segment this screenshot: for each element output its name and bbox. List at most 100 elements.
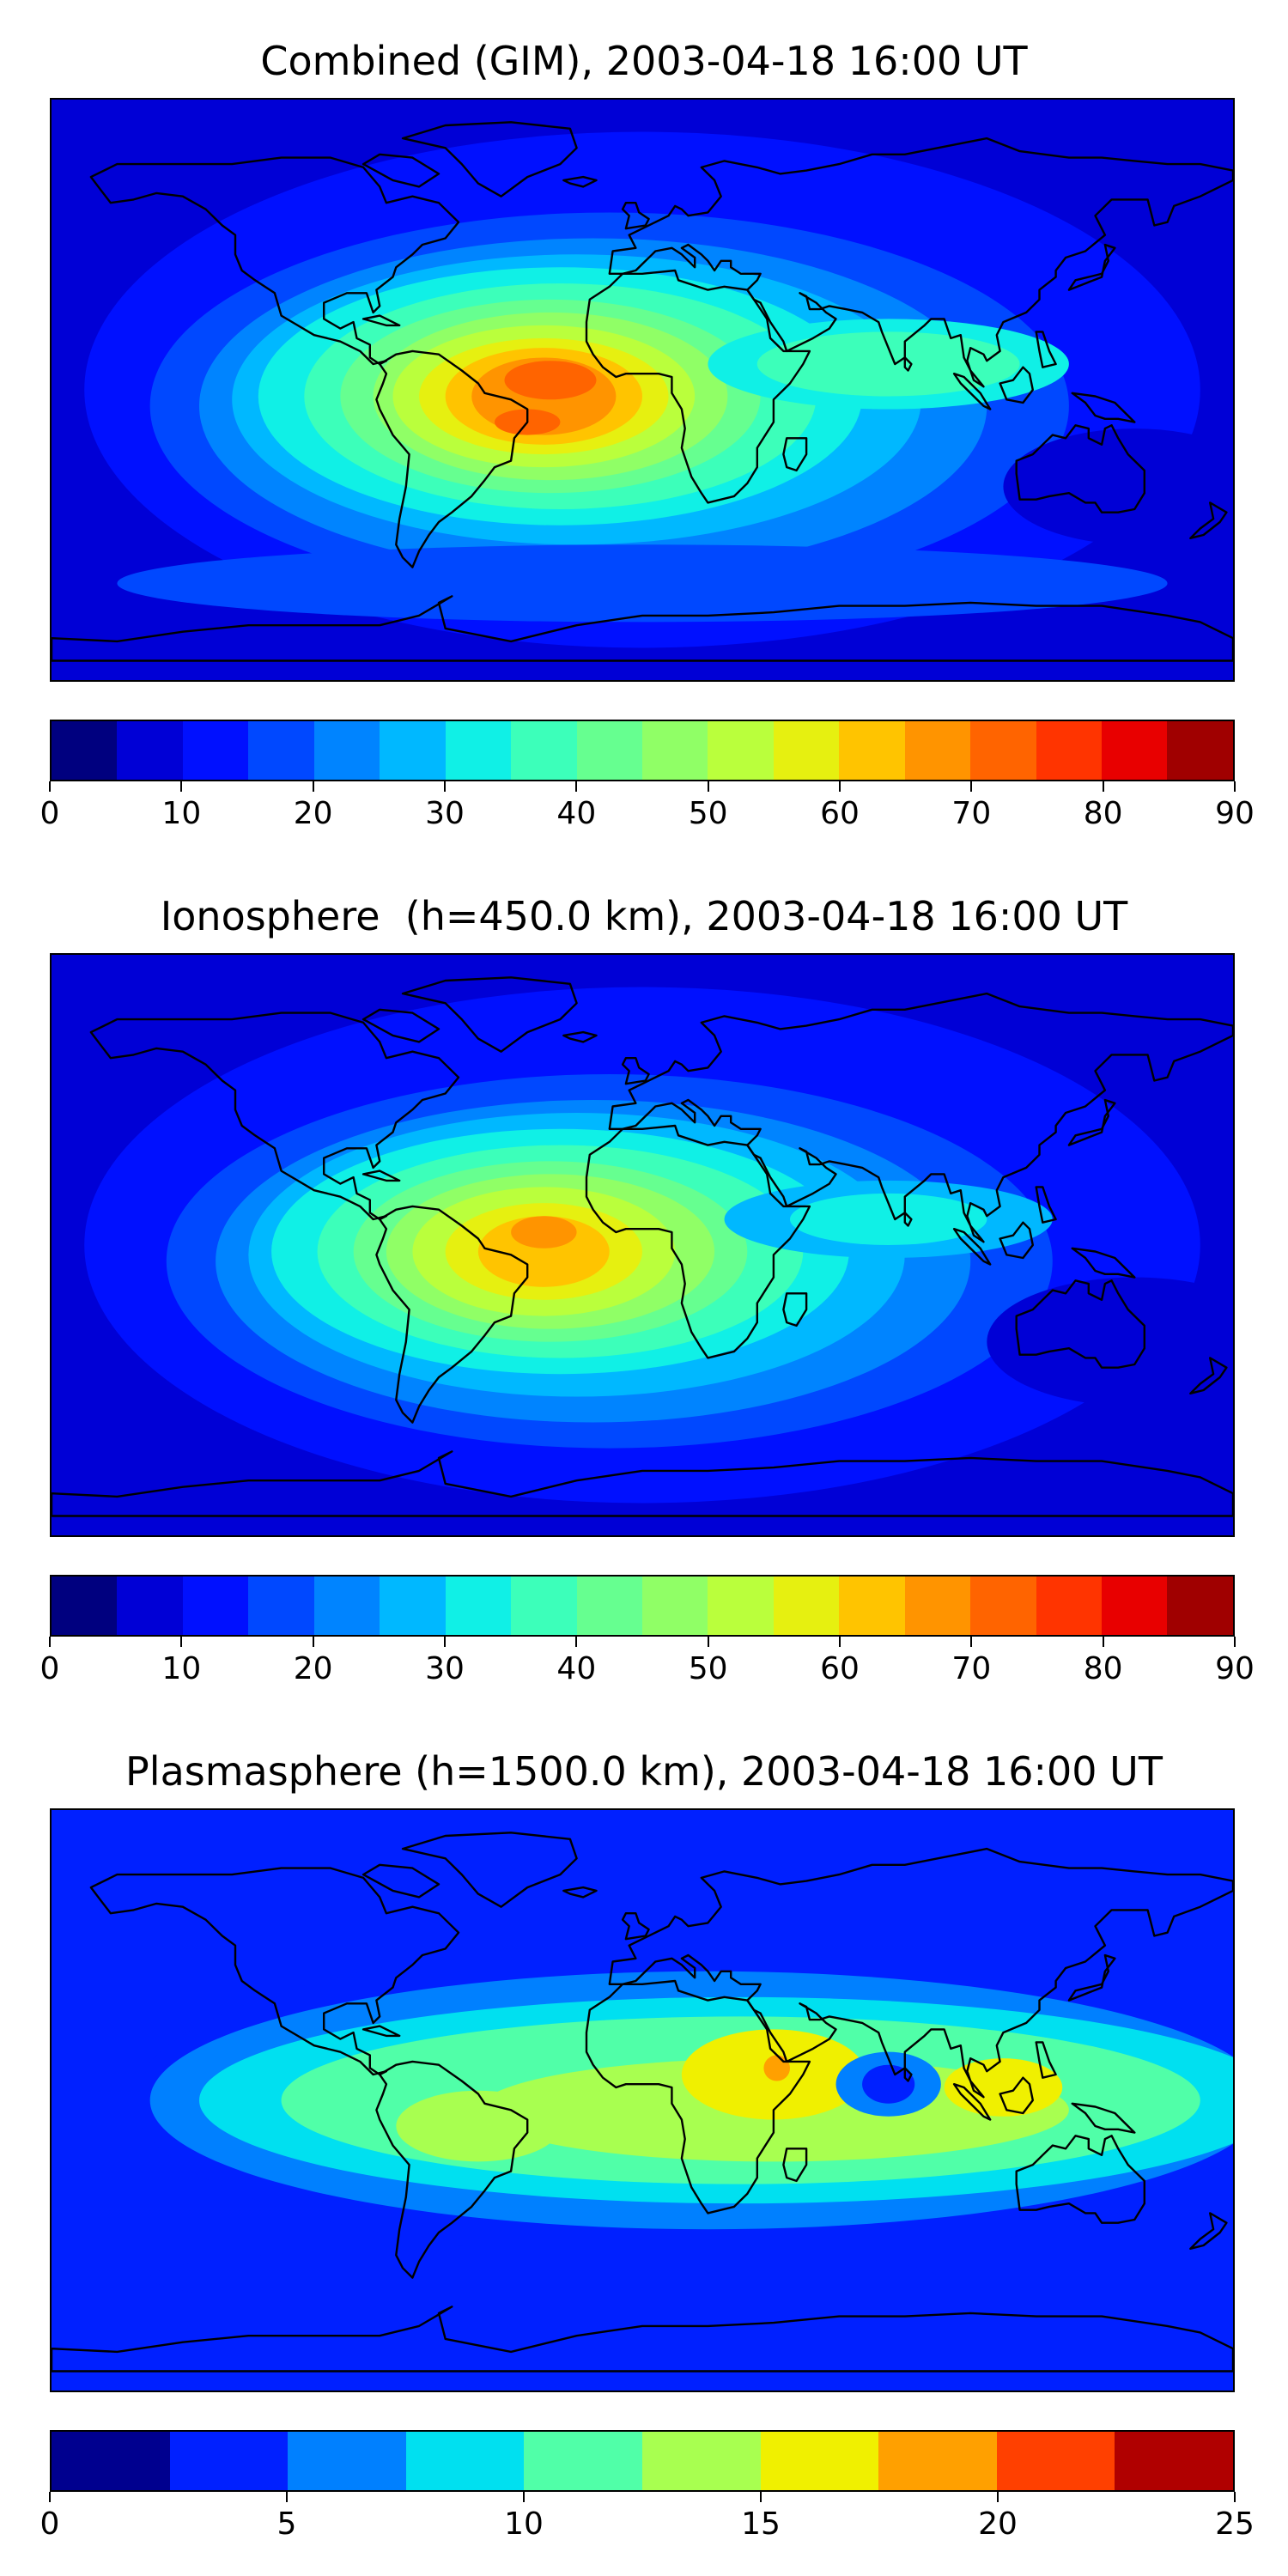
colorbar-tick-label: 25: [1215, 2506, 1255, 2542]
coastline-sumatra: [952, 1228, 992, 1266]
colorbar-segment: [313, 721, 380, 780]
coastline-eurasia: [608, 1847, 1233, 2099]
colorbar-segment: [380, 1577, 446, 1635]
colorbar-segment: [641, 1577, 708, 1635]
colorbar-segment: [839, 721, 905, 780]
coastline-south-america: [375, 1205, 529, 1424]
colorbar-tick-label: 10: [161, 796, 202, 831]
colorbar-tick-label: 50: [688, 796, 728, 831]
coastline-new-zealand: [1189, 1357, 1228, 1394]
contour-region: [511, 1216, 577, 1249]
colorbar-segment: [182, 1577, 249, 1635]
coastline-borneo: [999, 2076, 1035, 2115]
coastline-south-america: [375, 349, 529, 568]
coastline-japan: [1067, 1953, 1116, 2002]
colorbar-segment: [708, 721, 774, 780]
coastline-philippines: [1035, 1186, 1057, 1224]
coastline-philippines: [1035, 2041, 1057, 2079]
contour-region: [117, 544, 1168, 623]
coastline-baffin: [361, 1008, 440, 1043]
colorbar-segment: [52, 1577, 118, 1635]
coastline-antarctica: [52, 2306, 1233, 2372]
colorbar-tick: [1102, 781, 1104, 792]
colorbar-tick: [707, 1637, 709, 1647]
coastline-madagascar: [782, 2148, 808, 2183]
coastline-new-zealand: [1189, 501, 1228, 539]
colorbar-segment: [1036, 721, 1102, 780]
colorbar-segment: [1167, 1577, 1233, 1635]
coastline-australia: [1015, 2135, 1146, 2224]
coastline-sumatra: [952, 2083, 992, 2121]
colorbar-segment: [1036, 1577, 1102, 1635]
coastline-new-guinea: [1071, 1247, 1136, 1279]
colorbar-segment: [248, 721, 314, 780]
colorbar-tick-label: 10: [161, 1651, 202, 1686]
colorbar-tick-label: 15: [741, 2506, 781, 2542]
coastline-uk: [621, 201, 650, 230]
coastline-baffin: [361, 1863, 440, 1899]
coastline-sri-lanka: [903, 2067, 913, 2082]
colorbar-segment: [511, 1577, 577, 1635]
colorbar-segment: [380, 721, 446, 780]
colorbar-segment: [288, 2432, 406, 2490]
colorbar-segment: [313, 1577, 380, 1635]
coastline-philippines: [1035, 331, 1057, 368]
colorbar-tick: [1102, 1637, 1104, 1647]
coastline-borneo: [999, 366, 1035, 404]
colorbar-segment: [1102, 1577, 1168, 1635]
colorbar-segment: [576, 1577, 642, 1635]
colorbar-segment: [117, 721, 183, 780]
colorbar-segment: [1102, 721, 1168, 780]
coastline-eurasia: [608, 992, 1233, 1243]
colorbar-tick: [180, 1637, 183, 1647]
panel-title-ionosphere: Ionosphere (h=450.0 km), 2003-04-18 16:0…: [160, 893, 1128, 939]
colorbar-segment: [169, 2432, 289, 2490]
map-ionosphere: [50, 953, 1235, 1537]
coastline-greenland: [401, 976, 578, 1053]
coastline-japan: [1067, 243, 1116, 291]
colorbar-tick-label: 60: [820, 1651, 860, 1686]
contour-region: [1003, 428, 1233, 545]
colorbar-tick: [707, 781, 709, 792]
colorbar-tick: [760, 2492, 762, 2502]
colorbar-ticks-combined: 0 10 20 30 40 50 60 70 80 90: [40, 781, 1255, 833]
coastline-antarctica: [52, 1450, 1233, 1517]
coastline-north-america: [89, 1867, 460, 2076]
coastline-cuba: [361, 314, 401, 327]
colorbar-tick: [444, 781, 446, 792]
coastline-cuba: [361, 1170, 401, 1182]
colorbar-tick: [49, 1637, 51, 1647]
colorbar-tick-label: 0: [39, 1651, 60, 1686]
colorbar-segment: [445, 1577, 512, 1635]
colorbar-tick-label: 30: [425, 1651, 465, 1686]
coastline-australia: [1015, 424, 1146, 513]
coastline-madagascar: [782, 437, 808, 472]
colorbar-segment: [117, 1577, 183, 1635]
colorbar-tick: [1234, 2492, 1236, 2502]
coastline-madagascar: [782, 1292, 808, 1327]
colorbar-segment: [641, 2432, 761, 2490]
contour-region: [862, 2064, 915, 2104]
coastline-sumatra: [952, 373, 992, 410]
map-svg: [52, 955, 1233, 1535]
colorbar-segment: [576, 721, 642, 780]
colorbar-segment: [182, 721, 249, 780]
colorbar-tick: [180, 781, 183, 792]
colorbar-segment: [878, 2432, 997, 2490]
colorbar-tick: [49, 2492, 51, 2502]
colorbar-segment: [248, 1577, 314, 1635]
colorbar-tick-label: 20: [978, 2506, 1018, 2542]
colorbar-segment: [904, 721, 971, 780]
colorbar-tick-label: 5: [276, 2506, 297, 2542]
coastline-south-america: [375, 2060, 529, 2279]
colorbar-ticks-ionosphere: 0 10 20 30 40 50 60 70 80 90: [40, 1637, 1255, 1688]
colorbar-tick: [1234, 1637, 1236, 1647]
colorbar-tick: [970, 1637, 973, 1647]
colorbar-ticks-plasmasphere: 0 5 10 15 20 25: [40, 2492, 1255, 2543]
colorbar-tick-label: 90: [1215, 796, 1255, 831]
contour-region: [987, 1277, 1233, 1406]
coastline-sri-lanka: [903, 1212, 913, 1227]
colorbar-tick-label: 70: [951, 1651, 992, 1686]
coastline-north-america: [89, 1012, 460, 1221]
colorbar-segment: [524, 2432, 642, 2490]
